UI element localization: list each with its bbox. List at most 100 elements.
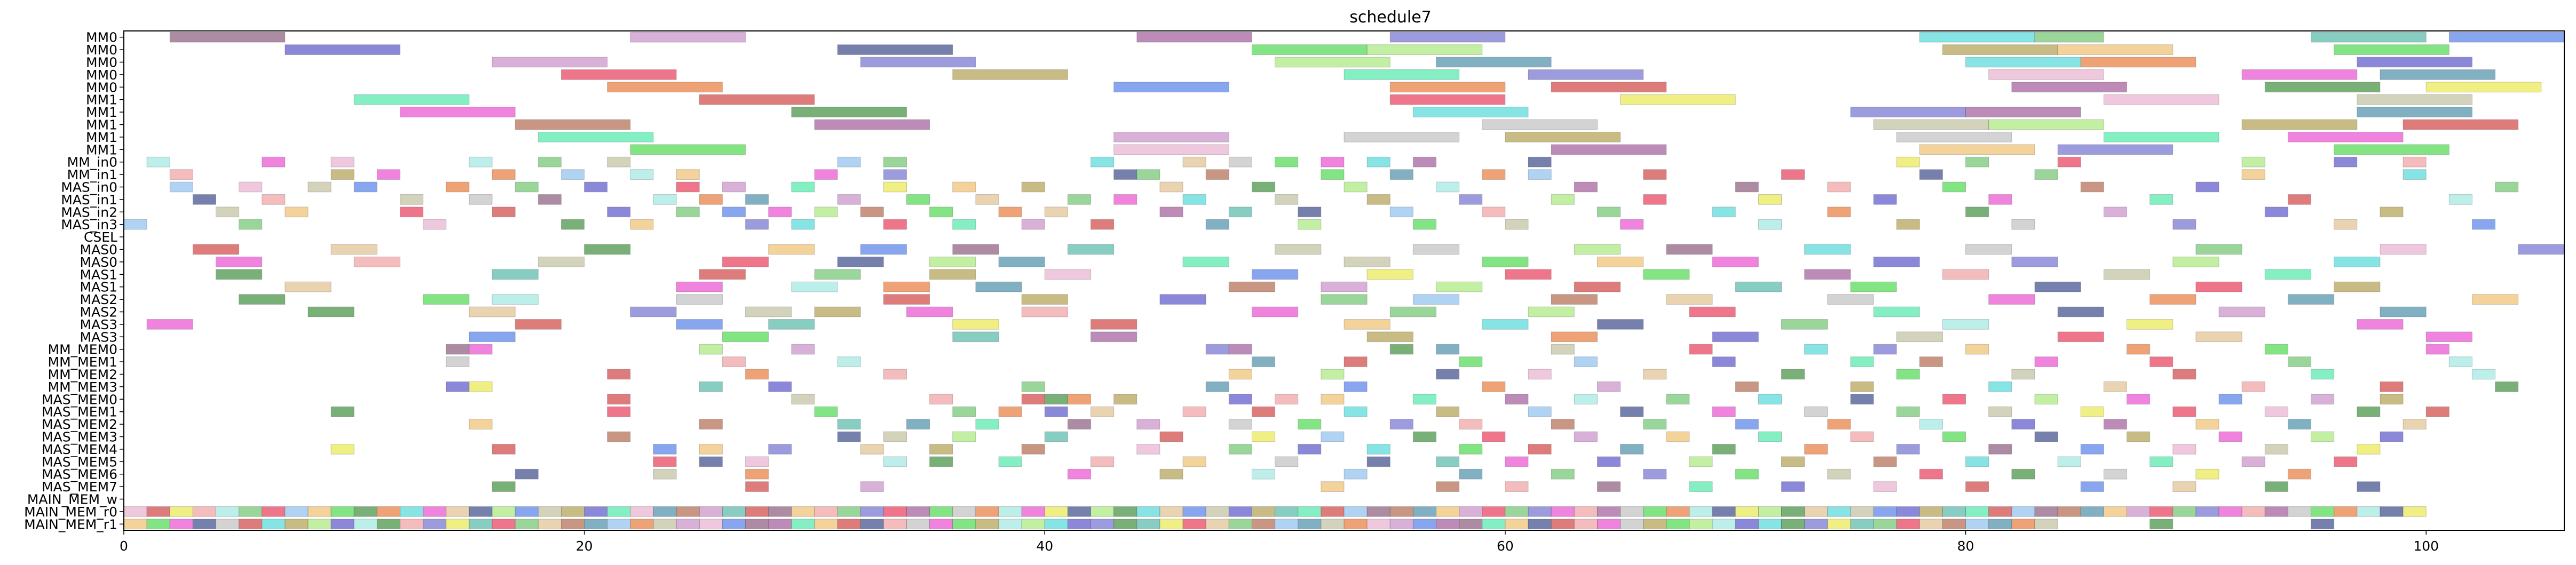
task-bar	[883, 181, 907, 193]
y-tick-label: MAS_MEM3	[42, 429, 117, 445]
task-bar	[1366, 269, 1413, 280]
task-bar	[768, 206, 792, 218]
task-bar	[1344, 356, 1368, 367]
task-bar	[2403, 169, 2427, 180]
task-bar	[1551, 419, 1575, 429]
task-bar	[2172, 444, 2196, 455]
task-bar	[239, 219, 263, 230]
task-bar	[1850, 107, 1966, 117]
task-bar	[584, 506, 608, 517]
y-tick-label: MAS_in2	[61, 204, 117, 220]
task-bar	[1666, 431, 1690, 442]
task-bar	[1574, 519, 1598, 530]
task-bar	[2380, 394, 2404, 405]
y-tick-label: MM0	[86, 42, 117, 58]
task-bar	[469, 419, 493, 429]
task-bar	[2218, 431, 2242, 442]
task-bar	[2150, 456, 2174, 467]
task-bar	[1159, 506, 1183, 517]
task-bar	[1021, 394, 1045, 405]
task-bar	[492, 506, 516, 517]
task-bar	[2471, 219, 2496, 230]
task-bar	[653, 519, 677, 530]
task-bar	[1412, 294, 1460, 305]
task-bar	[791, 107, 907, 117]
task-bar	[1182, 456, 1206, 467]
task-bar	[2080, 406, 2104, 417]
task-bar	[607, 519, 631, 530]
task-bar	[492, 481, 516, 492]
task-bar	[630, 506, 654, 517]
task-bar	[492, 169, 516, 180]
task-bar	[2126, 506, 2151, 517]
task-bar	[2080, 506, 2104, 517]
task-bar	[1988, 194, 2012, 205]
task-bar	[1574, 356, 1598, 367]
task-bar	[837, 44, 953, 55]
task-bar	[2311, 519, 2335, 530]
y-tick-label: MM1	[86, 92, 117, 108]
task-bar	[1620, 406, 1644, 417]
task-bar	[952, 181, 976, 193]
task-bar	[2103, 206, 2127, 218]
task-bar	[2380, 506, 2404, 517]
task-bar	[630, 219, 654, 230]
task-bar	[1021, 181, 1045, 193]
task-bar	[929, 257, 976, 267]
task-bar	[1620, 219, 1644, 230]
task-bar	[307, 181, 331, 193]
task-bar	[1712, 206, 1736, 218]
task-bar	[1643, 169, 1667, 180]
task-bar	[2011, 468, 2035, 480]
task-bar	[929, 519, 953, 530]
task-bar	[1551, 194, 1575, 205]
task-bar	[1136, 419, 1160, 429]
task-bar	[2264, 269, 2312, 280]
task-bar	[1344, 257, 1390, 267]
task-bar	[307, 519, 331, 530]
task-bar	[699, 344, 723, 355]
task-bar	[1597, 506, 1621, 517]
task-bar	[1366, 444, 1390, 455]
task-bar	[2241, 156, 2265, 168]
task-bar	[607, 406, 631, 417]
task-bar	[400, 506, 424, 517]
task-bar	[285, 506, 309, 517]
task-bar	[1942, 431, 1966, 442]
task-bar	[998, 206, 1022, 218]
task-bar	[2011, 506, 2035, 517]
task-bar	[699, 456, 723, 467]
task-bar	[146, 156, 170, 168]
task-bar	[2380, 206, 2404, 218]
task-bar	[584, 181, 608, 193]
task-bar	[1021, 444, 1045, 455]
task-bar	[699, 269, 746, 280]
task-bar	[860, 519, 884, 530]
y-tick-label: MAS_in3	[61, 217, 117, 233]
task-bar	[1044, 406, 1068, 417]
task-bar	[1067, 244, 1115, 255]
task-bar	[929, 444, 953, 455]
task-bar	[2195, 468, 2219, 480]
task-bar	[2172, 481, 2196, 492]
chart-title: schedule7	[1349, 8, 1432, 27]
task-bar	[1091, 519, 1115, 530]
task-bar	[883, 519, 907, 530]
task-bar	[1528, 406, 1552, 417]
task-bar	[1459, 444, 1483, 455]
task-bar	[791, 506, 815, 517]
task-bar	[2011, 257, 2058, 267]
task-bar	[860, 206, 884, 218]
task-bar	[722, 181, 746, 193]
task-bar	[2241, 381, 2265, 392]
task-bar	[469, 156, 493, 168]
task-bar	[492, 294, 539, 305]
task-bar	[1436, 506, 1460, 517]
task-bar	[146, 506, 170, 517]
task-bar	[1850, 356, 1874, 367]
task-bar	[1643, 519, 1667, 530]
task-bar	[330, 519, 354, 530]
task-bar	[2264, 506, 2288, 517]
task-bar	[1551, 344, 1575, 355]
